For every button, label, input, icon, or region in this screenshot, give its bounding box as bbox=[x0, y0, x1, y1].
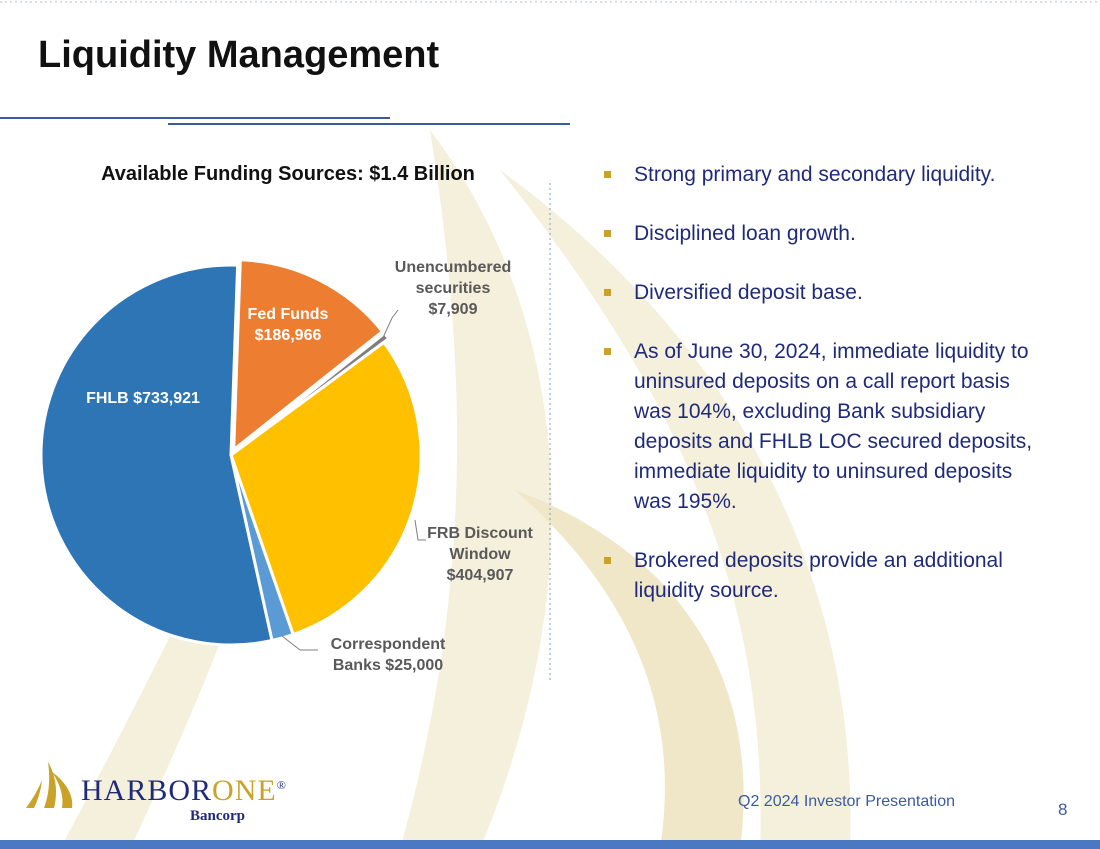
bullet-text: Diversified deposit base. bbox=[634, 281, 863, 304]
pie-label-fed-funds: Fed Funds $186,966 bbox=[248, 304, 329, 346]
pie-label-line: $404,907 bbox=[446, 567, 514, 584]
sail-shape-left bbox=[400, 130, 552, 849]
pie-slice-frb-discount-window bbox=[229, 340, 423, 637]
pie-label-line: FHLB $733,921 bbox=[86, 390, 200, 407]
bullet-square-icon bbox=[604, 348, 611, 355]
bullet-text: Strong primary and secondary liquidity. bbox=[634, 163, 996, 186]
pie-label-frb-discount-window: FRB Discount Window $404,907 bbox=[427, 523, 533, 586]
sail-shape-lower bbox=[515, 490, 744, 849]
bullet-square-icon bbox=[604, 171, 611, 178]
leader-line bbox=[281, 635, 318, 651]
logo-name-part2: ONE bbox=[212, 774, 277, 807]
page-title: Liquidity Management bbox=[38, 34, 440, 76]
leader-line bbox=[414, 519, 426, 541]
pie-label-line: $7,909 bbox=[428, 301, 478, 318]
bullet-list: Strong primary and secondary liquidity. … bbox=[600, 160, 1040, 635]
leader-line bbox=[380, 309, 399, 343]
bullet-text: Disciplined loan growth. bbox=[634, 222, 856, 245]
pie-label-correspondent-banks: Correspondent Banks $25,000 bbox=[331, 634, 446, 676]
bullet-item: Strong primary and secondary liquidity. bbox=[600, 160, 1040, 190]
pie-label-line: Fed Funds bbox=[247, 306, 329, 323]
logo-name-part1: HARBOR bbox=[81, 774, 213, 807]
chart-title: Available Funding Sources: $1.4 Billion bbox=[101, 163, 475, 185]
logo-registered: ® bbox=[276, 778, 287, 792]
pie-label-line: Unencumbered bbox=[394, 259, 512, 276]
bottom-bar bbox=[0, 840, 1100, 849]
pie-label-unencumbered-securities: Unencumbered securities $7,909 bbox=[395, 257, 511, 320]
sail-shape-right bbox=[500, 170, 851, 849]
bullet-item: Disciplined loan growth. bbox=[600, 219, 1040, 249]
pie-slice-fed-funds bbox=[232, 258, 385, 453]
sail-logo-icon bbox=[26, 762, 73, 808]
pie-label-fhlb: FHLB $733,921 bbox=[86, 388, 200, 409]
pie-label-line: securities bbox=[415, 280, 491, 297]
footer-presentation-title: Q2 2024 Investor Presentation bbox=[738, 793, 956, 810]
bullet-square-icon bbox=[604, 289, 611, 296]
bullet-square-icon bbox=[604, 230, 611, 237]
company-logo: HARBORONE® Bancorp bbox=[26, 760, 286, 830]
bullet-item: Diversified deposit base. bbox=[600, 278, 1040, 308]
bullet-square-icon bbox=[604, 557, 611, 564]
page-number: 8 bbox=[1058, 800, 1068, 819]
logo-wordmark: HARBORONE® bbox=[81, 774, 287, 808]
pie-label-line: FRB Discount bbox=[427, 525, 533, 542]
pie-label-line: $186,966 bbox=[254, 327, 322, 344]
logo-subtitle: Bancorp bbox=[190, 808, 246, 824]
pie-label-line: Banks $25,000 bbox=[332, 657, 444, 674]
pie-label-line: Correspondent bbox=[330, 636, 446, 653]
pie-slice-fhlb bbox=[39, 263, 274, 647]
bullet-item: Brokered deposits provide an additional … bbox=[600, 546, 1040, 606]
bullet-item: As of June 30, 2024, immediate liquidity… bbox=[600, 337, 1040, 517]
bullet-text: As of June 30, 2024, immediate liquidity… bbox=[634, 340, 1033, 513]
bullet-text: Brokered deposits provide an additional … bbox=[634, 549, 1003, 602]
pie-label-line: Window bbox=[449, 546, 511, 563]
